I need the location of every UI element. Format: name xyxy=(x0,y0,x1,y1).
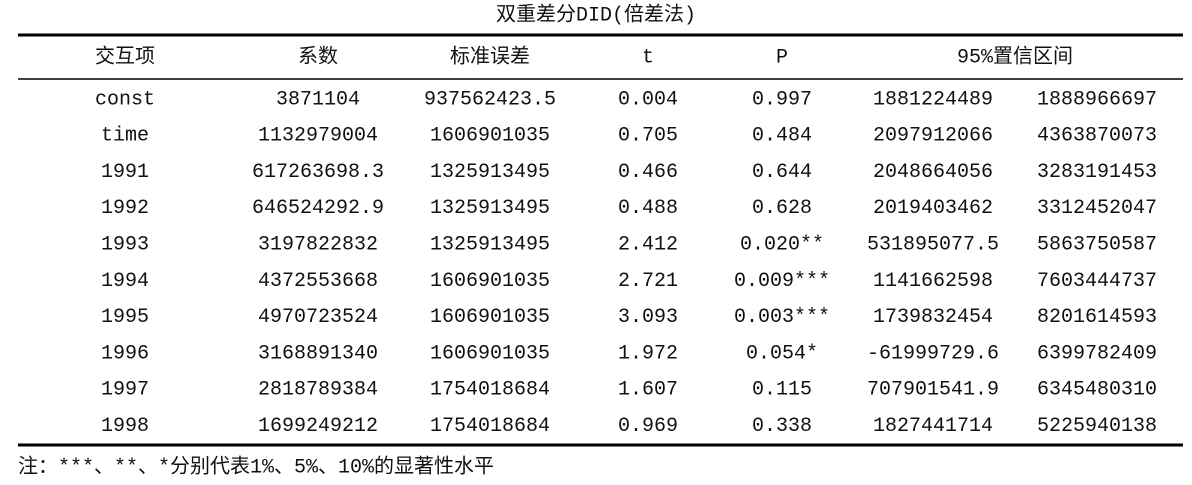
table-cell: 3.093 xyxy=(618,306,678,329)
header-cell: 标准误差 xyxy=(450,44,530,69)
table-cell: 1325913495 xyxy=(430,233,550,256)
table-cell: 2097912066 xyxy=(873,125,993,148)
table-cell: 0.338 xyxy=(752,415,812,438)
table-cell: 646524292.9 xyxy=(252,197,384,220)
table-cell: 1888966697 xyxy=(1037,88,1157,111)
table-cell: 1995 xyxy=(101,306,149,329)
header-cell: t xyxy=(642,46,654,69)
table-cell: 1.607 xyxy=(618,379,678,402)
table-cell: 0.644 xyxy=(752,161,812,184)
table-cell: 2048664056 xyxy=(873,161,993,184)
table-cell: 1754018684 xyxy=(430,379,550,402)
table-cell: 0.705 xyxy=(618,125,678,148)
table-cell: 0.004 xyxy=(618,88,678,111)
table-cell: 1754018684 xyxy=(430,415,550,438)
table-cell: 1739832454 xyxy=(873,306,993,329)
table-cell: 1881224489 xyxy=(873,88,993,111)
table-cell: 1606901035 xyxy=(430,342,550,365)
table-cell: 1.972 xyxy=(618,342,678,365)
table-cell: 1325913495 xyxy=(430,161,550,184)
table-cell: 0.466 xyxy=(618,161,678,184)
table-cell: const xyxy=(95,88,155,111)
table-cell: 0.488 xyxy=(618,197,678,220)
table-cell: 3871104 xyxy=(276,88,360,111)
table-cell: 2.412 xyxy=(618,233,678,256)
table-title: 双重差分DID(倍差法) xyxy=(496,2,696,27)
table-cell: 1606901035 xyxy=(430,270,550,293)
table-cell: 0.009*** xyxy=(734,270,830,293)
table-cell: 0.020** xyxy=(740,233,824,256)
table-cell: 8201614593 xyxy=(1037,306,1157,329)
table-cell: 2.721 xyxy=(618,270,678,293)
table-cell: 2019403462 xyxy=(873,197,993,220)
table-cell: 1998 xyxy=(101,415,149,438)
table-cell: 3197822832 xyxy=(258,233,378,256)
table-cell: 1996 xyxy=(101,342,149,365)
table-cell: 1991 xyxy=(101,161,149,184)
table-cell: 1997 xyxy=(101,379,149,402)
table-cell: 3312452047 xyxy=(1037,197,1157,220)
table-cell: time xyxy=(101,125,149,148)
table-note: 注：***、**、*分别代表1%、5%、10%的显著性水平 xyxy=(18,454,494,479)
table-cell: 5863750587 xyxy=(1037,233,1157,256)
table-cell: 6345480310 xyxy=(1037,379,1157,402)
table-cell: 0.484 xyxy=(752,125,812,148)
table-cell: 6399782409 xyxy=(1037,342,1157,365)
header-cell: 95%置信区间 xyxy=(957,44,1073,69)
table-cell: 707901541.9 xyxy=(867,379,999,402)
table-cell: -61999729.6 xyxy=(867,342,999,365)
table-cell: 1606901035 xyxy=(430,125,550,148)
table-cell: 1606901035 xyxy=(430,306,550,329)
table-cell: 2818789384 xyxy=(258,379,378,402)
table-cell: 0.054* xyxy=(746,342,818,365)
table-cell: 1141662598 xyxy=(873,270,993,293)
table-cell: 1992 xyxy=(101,197,149,220)
table-cell: 531895077.5 xyxy=(867,233,999,256)
table-cell: 1699249212 xyxy=(258,415,378,438)
table-cell: 0.003*** xyxy=(734,306,830,329)
table-cell: 1132979004 xyxy=(258,125,378,148)
header-cell: 系数 xyxy=(298,44,338,69)
table-cell: 4970723524 xyxy=(258,306,378,329)
table-cell: 0.115 xyxy=(752,379,812,402)
table-cell: 7603444737 xyxy=(1037,270,1157,293)
header-cell: 交互项 xyxy=(95,44,155,69)
header-cell: P xyxy=(776,46,788,69)
table-cell: 0.969 xyxy=(618,415,678,438)
table-cell: 937562423.5 xyxy=(424,88,556,111)
table-cell: 1827441714 xyxy=(873,415,993,438)
table-cell: 0.997 xyxy=(752,88,812,111)
table-cell: 4363870073 xyxy=(1037,125,1157,148)
table-cell: 3283191453 xyxy=(1037,161,1157,184)
table-cell: 5225940138 xyxy=(1037,415,1157,438)
table-cell: 1994 xyxy=(101,270,149,293)
table-cell: 0.628 xyxy=(752,197,812,220)
table-cell: 4372553668 xyxy=(258,270,378,293)
table-cell: 3168891340 xyxy=(258,342,378,365)
table-cell: 1993 xyxy=(101,233,149,256)
table-cell: 617263698.3 xyxy=(252,161,384,184)
table-cell: 1325913495 xyxy=(430,197,550,220)
